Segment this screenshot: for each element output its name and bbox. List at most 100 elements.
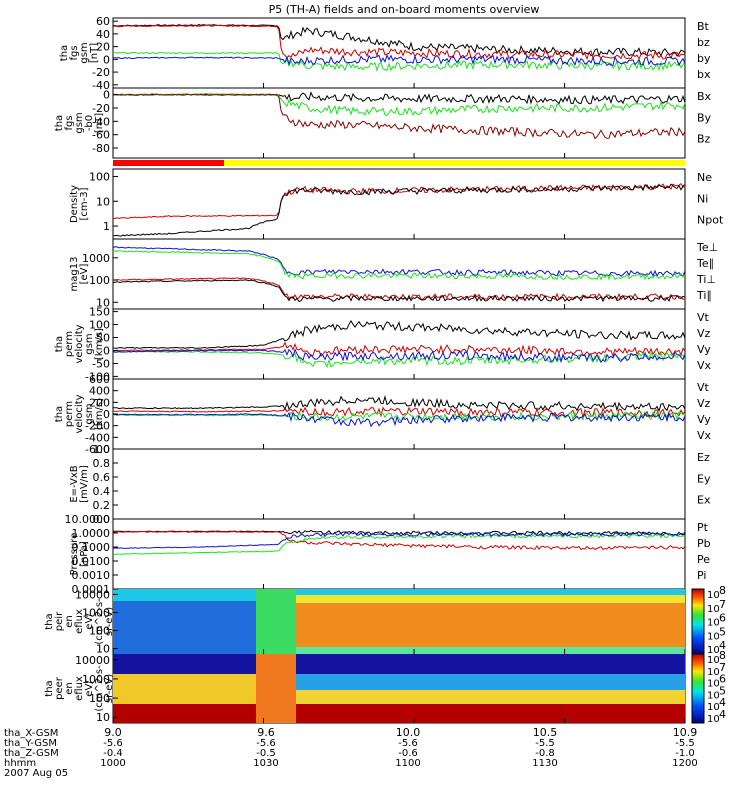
series-line-1-Bz bbox=[112, 93, 686, 140]
colorbar-exp-9-2: 6 bbox=[719, 612, 726, 625]
time-tick-label-4: 10.9 bbox=[673, 726, 698, 739]
ephem-x-2: -5.6 bbox=[398, 738, 418, 749]
ephem-x-4: -5.5 bbox=[675, 738, 695, 749]
y-tick-label-0-2: 20 bbox=[96, 41, 110, 54]
colorbar-exp-10-4: 4 bbox=[719, 696, 726, 709]
ephem-label-y: tha_Y-GSM bbox=[4, 738, 57, 749]
panel-frame-2 bbox=[112, 87, 686, 159]
ylabel-7-1: [mV/m] bbox=[79, 465, 90, 503]
colorbar-label-9-2: 10 bbox=[707, 618, 720, 629]
ele-spec-top bbox=[113, 654, 685, 674]
panel-frame-4 bbox=[112, 168, 686, 240]
colorbar-label-10-0: 10 bbox=[707, 655, 720, 666]
time-tick-label-0: 9.0 bbox=[104, 726, 122, 739]
y-tick-label-6-6: -600 bbox=[85, 443, 110, 456]
y-tick-label-6-3: 0 bbox=[103, 408, 110, 421]
time-tick-label-1: 9.6 bbox=[257, 726, 275, 739]
legend-1-2: Bz bbox=[697, 133, 711, 146]
ylabel-9-3: eflux bbox=[74, 609, 85, 634]
legend-0-1: bz bbox=[697, 36, 710, 49]
ephem-label-date: 2007 Aug 05 bbox=[4, 768, 68, 779]
series-line-3-Ni bbox=[112, 183, 686, 237]
series-line-0-by bbox=[112, 51, 686, 73]
ylabel-6-0: tha bbox=[54, 406, 65, 422]
colorbar-label-10-2: 10 bbox=[707, 679, 720, 690]
legend-4-2: Ti⊥ bbox=[696, 273, 716, 286]
legend-3-2: Npot bbox=[697, 214, 724, 227]
ylabel-6-1: perm bbox=[64, 401, 75, 427]
ephem-hhmm-0: 1000 bbox=[100, 758, 125, 769]
y-tick-label-3-1: 10 bbox=[96, 195, 110, 208]
y-tick-label-0-4: -20 bbox=[92, 66, 110, 79]
time-axis: 9.0 9.6 10.0 10.5 10.9 bbox=[104, 726, 697, 739]
legend-7-2: Ex bbox=[697, 494, 711, 507]
colorbar-label-9-1: 10 bbox=[707, 604, 720, 615]
colorbar-exp-10-5: 4 bbox=[719, 708, 726, 721]
series-line-6-Vt bbox=[113, 394, 686, 413]
colorbar-label-9-4: 10 bbox=[707, 645, 720, 656]
y-tick-label-10-1: 1000 bbox=[82, 673, 110, 686]
legend-6-3: Vx bbox=[697, 429, 712, 442]
legend-3-0: Ne bbox=[697, 171, 712, 184]
y-tick-label-5-2: 50 bbox=[96, 332, 110, 345]
plot-lines bbox=[112, 24, 686, 556]
ylabel-1-0: tha bbox=[54, 115, 65, 131]
series-line-4-Ti∥ bbox=[112, 250, 685, 281]
ylabel-4-0: mag13 bbox=[69, 257, 80, 292]
ylabel-10-1: peer bbox=[54, 676, 65, 700]
y-tick-label-10-2: 100 bbox=[89, 692, 110, 705]
ylabel-9-1: peir bbox=[54, 611, 65, 631]
ylabel-10-2: en bbox=[64, 682, 75, 695]
legend-8-1: Pb bbox=[697, 537, 711, 550]
ylabel-5-3: gsm bbox=[84, 333, 95, 354]
ion-spec-main bbox=[296, 603, 685, 647]
panel-frame-9 bbox=[112, 518, 686, 590]
legend-8-0: Pt bbox=[697, 521, 709, 534]
colorbar-exp-10-2: 6 bbox=[719, 673, 726, 686]
colorbar-exp-10-3: 5 bbox=[719, 684, 726, 697]
series-line-4-Te∥ bbox=[112, 279, 686, 303]
colorbar-ion bbox=[691, 588, 705, 724]
ephemeris: tha_X-GSM tha_Y-GSM tha_Z-GSM hhmm 2007 … bbox=[4, 728, 698, 779]
ylabel-6-4: [km/s] bbox=[94, 398, 105, 430]
y-tick-label-10-3: 10 bbox=[96, 711, 110, 724]
ylabel-7-0: E=-VxB bbox=[69, 465, 80, 502]
panel-frame-8 bbox=[112, 448, 686, 520]
ylabel-5-2: velocity bbox=[74, 324, 85, 363]
y-tick-label-7-3: 0.4 bbox=[93, 485, 111, 498]
y-tick-label-8-2: 0.1000 bbox=[72, 541, 111, 554]
ephem-x-3: -5.5 bbox=[535, 738, 555, 749]
legend-6-1: Vz bbox=[697, 397, 711, 410]
ion-spec-edge-bot bbox=[296, 647, 685, 654]
y-tick-label-1-0: 0 bbox=[103, 89, 110, 102]
legend-5-3: Vx bbox=[697, 359, 712, 372]
y-tick-label-6-2: 200 bbox=[89, 396, 110, 409]
series-line-5-Vy bbox=[113, 350, 686, 369]
y-tick-label-0-1: 40 bbox=[96, 28, 110, 41]
ele-spec-red-low bbox=[113, 704, 685, 723]
ylabel-0-1: fgs bbox=[69, 45, 80, 60]
series-line-8-Pi bbox=[113, 531, 686, 549]
y-tick-label-6-0: 600 bbox=[89, 373, 110, 386]
y-tick-label-8-0: 10.0000 bbox=[65, 513, 111, 526]
ylabel-10-5: (cm^2-s- bbox=[94, 665, 105, 712]
ephem-hhmm-2: 1100 bbox=[395, 758, 420, 769]
ele-spec-yellow-mid bbox=[296, 690, 685, 704]
colorbar-exp-9-4: 4 bbox=[719, 639, 726, 652]
colorbar-exp-10-1: 7 bbox=[719, 661, 726, 674]
y-tick-label-5-4: -50 bbox=[92, 357, 110, 370]
ele-spec-blue-mid bbox=[296, 674, 685, 690]
series-line-4-Te⊥ bbox=[112, 277, 686, 301]
y-tick-label-8-1: 1.0000 bbox=[72, 527, 111, 540]
ylabel-9-0: tha bbox=[44, 613, 55, 629]
series-line-6-Vz bbox=[112, 406, 686, 419]
y-tick-label-3-2: 1 bbox=[103, 220, 110, 233]
ion-spec-edge-top bbox=[296, 595, 685, 603]
ele-spec-trans bbox=[256, 654, 296, 723]
ylabel-10-3: eflux bbox=[74, 676, 85, 701]
colorbar-ele-ramp bbox=[691, 653, 705, 724]
y-tick-label-4-2: 10 bbox=[96, 296, 110, 309]
legend-8-2: Pe bbox=[697, 553, 710, 566]
y-tick-label-1-2: -40 bbox=[92, 115, 110, 128]
ephem-x-1: -5.6 bbox=[256, 738, 276, 749]
